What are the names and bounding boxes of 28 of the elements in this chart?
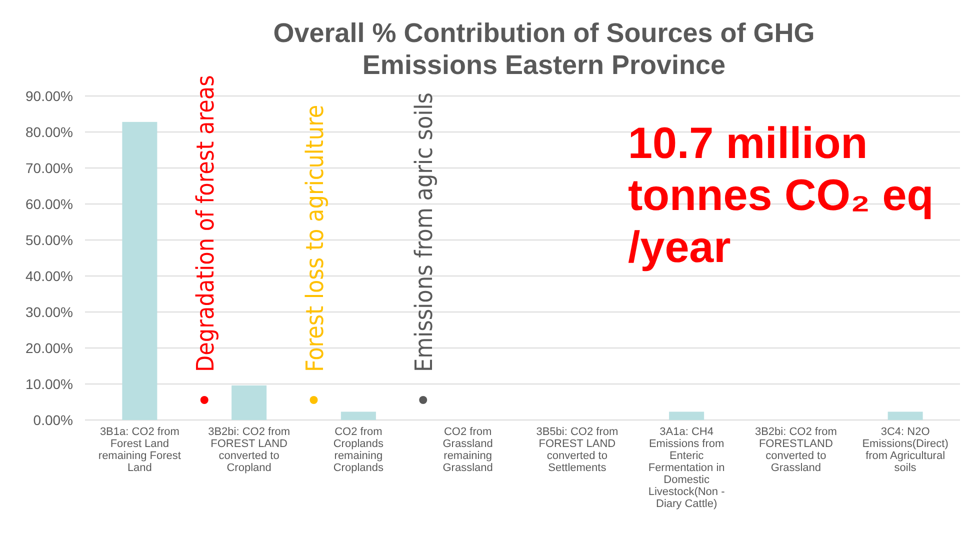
y-tick-label: 40.00% (26, 268, 73, 284)
x-tick-label: 3C4: N2O Emissions(Direct) from Agricultural soils (862, 426, 948, 474)
x-tick-label: 3B1a: CO2 from Forest Land remaining Forest Land (98, 426, 181, 474)
x-tick-label: CO2 from Croplands remaining Croplands (333, 426, 384, 474)
bar (669, 412, 704, 420)
bar (340, 412, 376, 420)
bar (888, 412, 923, 420)
x-tick-label: 3B2bi: CO2 from FOREST LAND converted to Cropland (208, 426, 290, 474)
x-tick-label: 3B5bi: CO2 from FOREST LAND converted to Settlements (536, 426, 618, 474)
y-tick-label: 10.00% (26, 376, 73, 392)
annotation: Degradation of forest areas (191, 75, 220, 372)
annotation: 10.7 million tonnes CO₂ eq /year (628, 119, 934, 272)
y-tick-label: 30.00% (26, 304, 73, 320)
bar (232, 385, 267, 420)
y-tick-label: 70.00% (26, 160, 73, 176)
y-tick-label: 90.00% (26, 88, 73, 104)
y-tick-label: 20.00% (26, 340, 73, 356)
annotation: Emissions from agric soils (410, 92, 438, 372)
annotation: Forest loss to agriculture (300, 104, 329, 372)
bar (122, 122, 158, 420)
x-tick-label: CO2 from Grassland remaining Grassland (442, 426, 493, 474)
y-tick-label: 50.00% (26, 232, 73, 248)
chart-title: Overall % Contribution of Sources of GHG Emissions Eastern Province (273, 18, 815, 80)
y-tick-label: 0.00% (33, 412, 73, 428)
y-tick-label: 80.00% (26, 124, 73, 140)
x-tick-label: 3B2bi: CO2 from FORESTLAND converted to Grassland (754, 426, 837, 474)
y-tick-label: 60.00% (26, 196, 73, 212)
x-tick-label: 3A1a: CH4 Emissions from Enteric Fermentation in Domestic Livestock(Non - Diary Cattle) (648, 426, 726, 510)
